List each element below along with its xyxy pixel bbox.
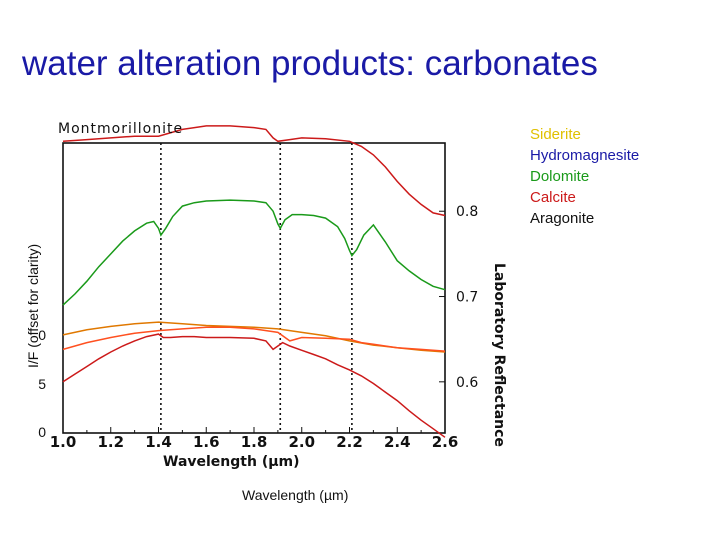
legend-item-calcite: Calcite (530, 189, 576, 206)
left-ticks: 0 5 0 (38, 327, 46, 440)
plot-frame (62, 142, 446, 434)
x-tick-label: 2.6 (432, 433, 459, 451)
x-tick-label: 1.2 (97, 433, 124, 451)
x-tick-label: 1.0 (50, 433, 77, 451)
right-tick-label: 0.7 (456, 290, 478, 306)
x-axis-label: Wavelength (μm) (163, 454, 300, 470)
legend-item-aragonite: Aragonite (530, 210, 595, 227)
x-axis-label-outer: Wavelength (µm) (242, 487, 348, 503)
left-tick-label: 0 (38, 424, 46, 440)
legend-item-siderite: Siderite (530, 126, 581, 143)
x-ticks: 1.0 1.2 1.4 1.6 1.8 2.0 2.2 2.4 2.6 (50, 433, 459, 451)
legend-item-dolomite: Dolomite (530, 168, 590, 185)
right-ticks: 0.8 0.7 0.6 (456, 204, 478, 391)
right-tick-label: 0.6 (456, 375, 478, 391)
left-tick-label: 0 (38, 327, 46, 343)
legend-item-hydromagnesite: Hydromagnesite (530, 147, 640, 164)
panel-title: Montmorillonite (58, 121, 183, 137)
series-line-5 (62, 326, 446, 352)
x-tick-label: 2.4 (384, 433, 411, 451)
right-tick-label: 0.8 (456, 204, 478, 220)
plot-border (62, 142, 446, 434)
series-line-1 (62, 125, 446, 217)
series-layer (62, 125, 446, 438)
legend: Siderite Hydromagnesite Dolomite Calcite Ara… (530, 124, 639, 229)
right-axis-label: Laboratory Reflectance (491, 263, 507, 447)
left-tick-label: 5 (38, 376, 46, 392)
series-line-2 (62, 199, 446, 306)
x-tick-label: 2.2 (336, 433, 363, 451)
series-line-4 (62, 333, 446, 438)
x-tick-label: 1.6 (193, 433, 220, 451)
slide-title: water alteration products: carbonates (22, 44, 598, 83)
x-tick-label: 2.0 (288, 433, 315, 451)
x-tick-label: 1.8 (241, 433, 268, 451)
reference-lines (160, 143, 353, 433)
y-axis-label: I/F (offset for clarity) (25, 244, 41, 368)
x-tick-label: 1.4 (145, 433, 172, 451)
